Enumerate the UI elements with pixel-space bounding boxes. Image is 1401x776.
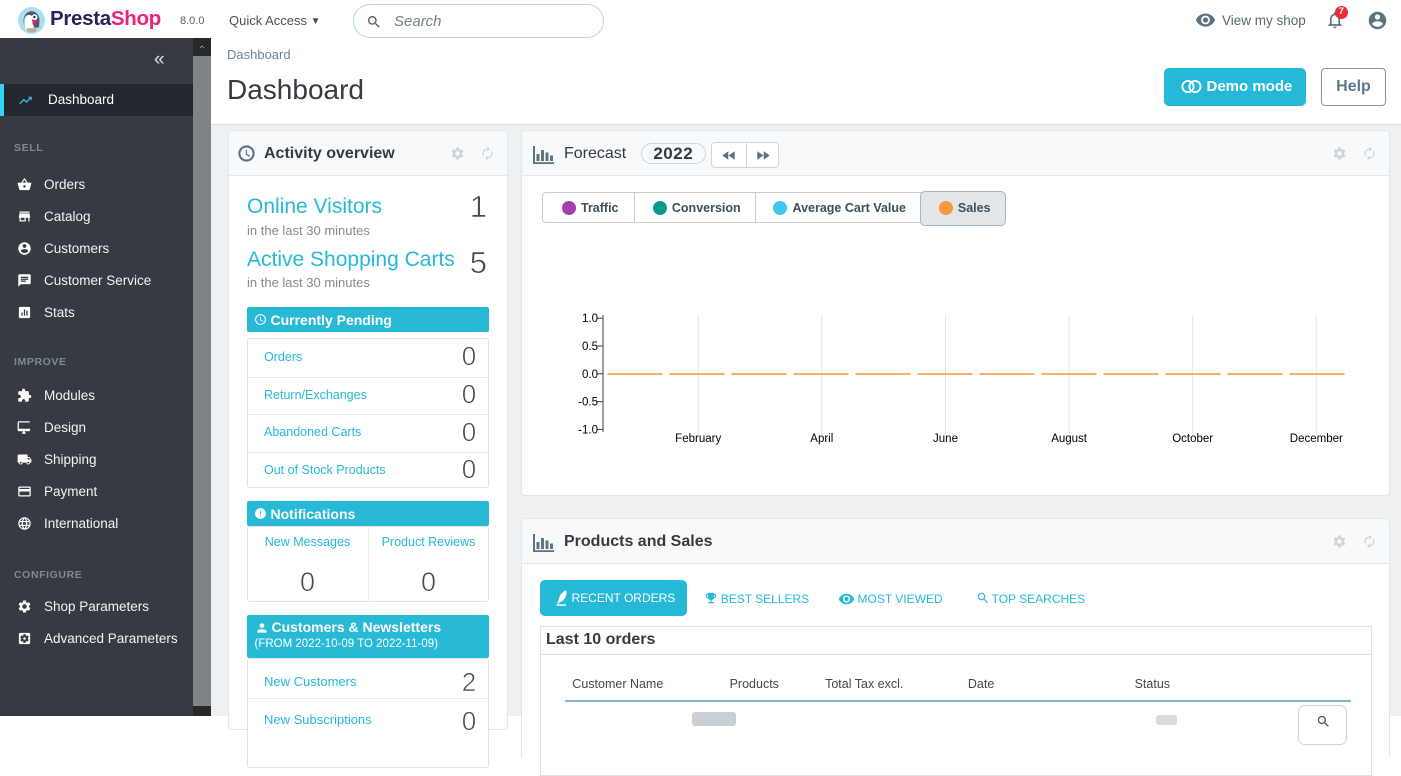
svg-text:June: June — [933, 433, 958, 445]
svg-text:1.0: 1.0 — [582, 313, 598, 325]
svg-text:0.0: 0.0 — [582, 368, 598, 380]
svg-text:August: August — [1051, 433, 1088, 445]
svg-text:February: February — [675, 433, 721, 445]
svg-text:April: April — [810, 433, 833, 445]
svg-text:0.5: 0.5 — [582, 341, 598, 353]
svg-text:October: October — [1172, 433, 1213, 445]
svg-text:-1.0: -1.0 — [578, 424, 598, 436]
svg-text:-0.5: -0.5 — [578, 396, 598, 408]
svg-text:December: December — [1289, 433, 1342, 445]
